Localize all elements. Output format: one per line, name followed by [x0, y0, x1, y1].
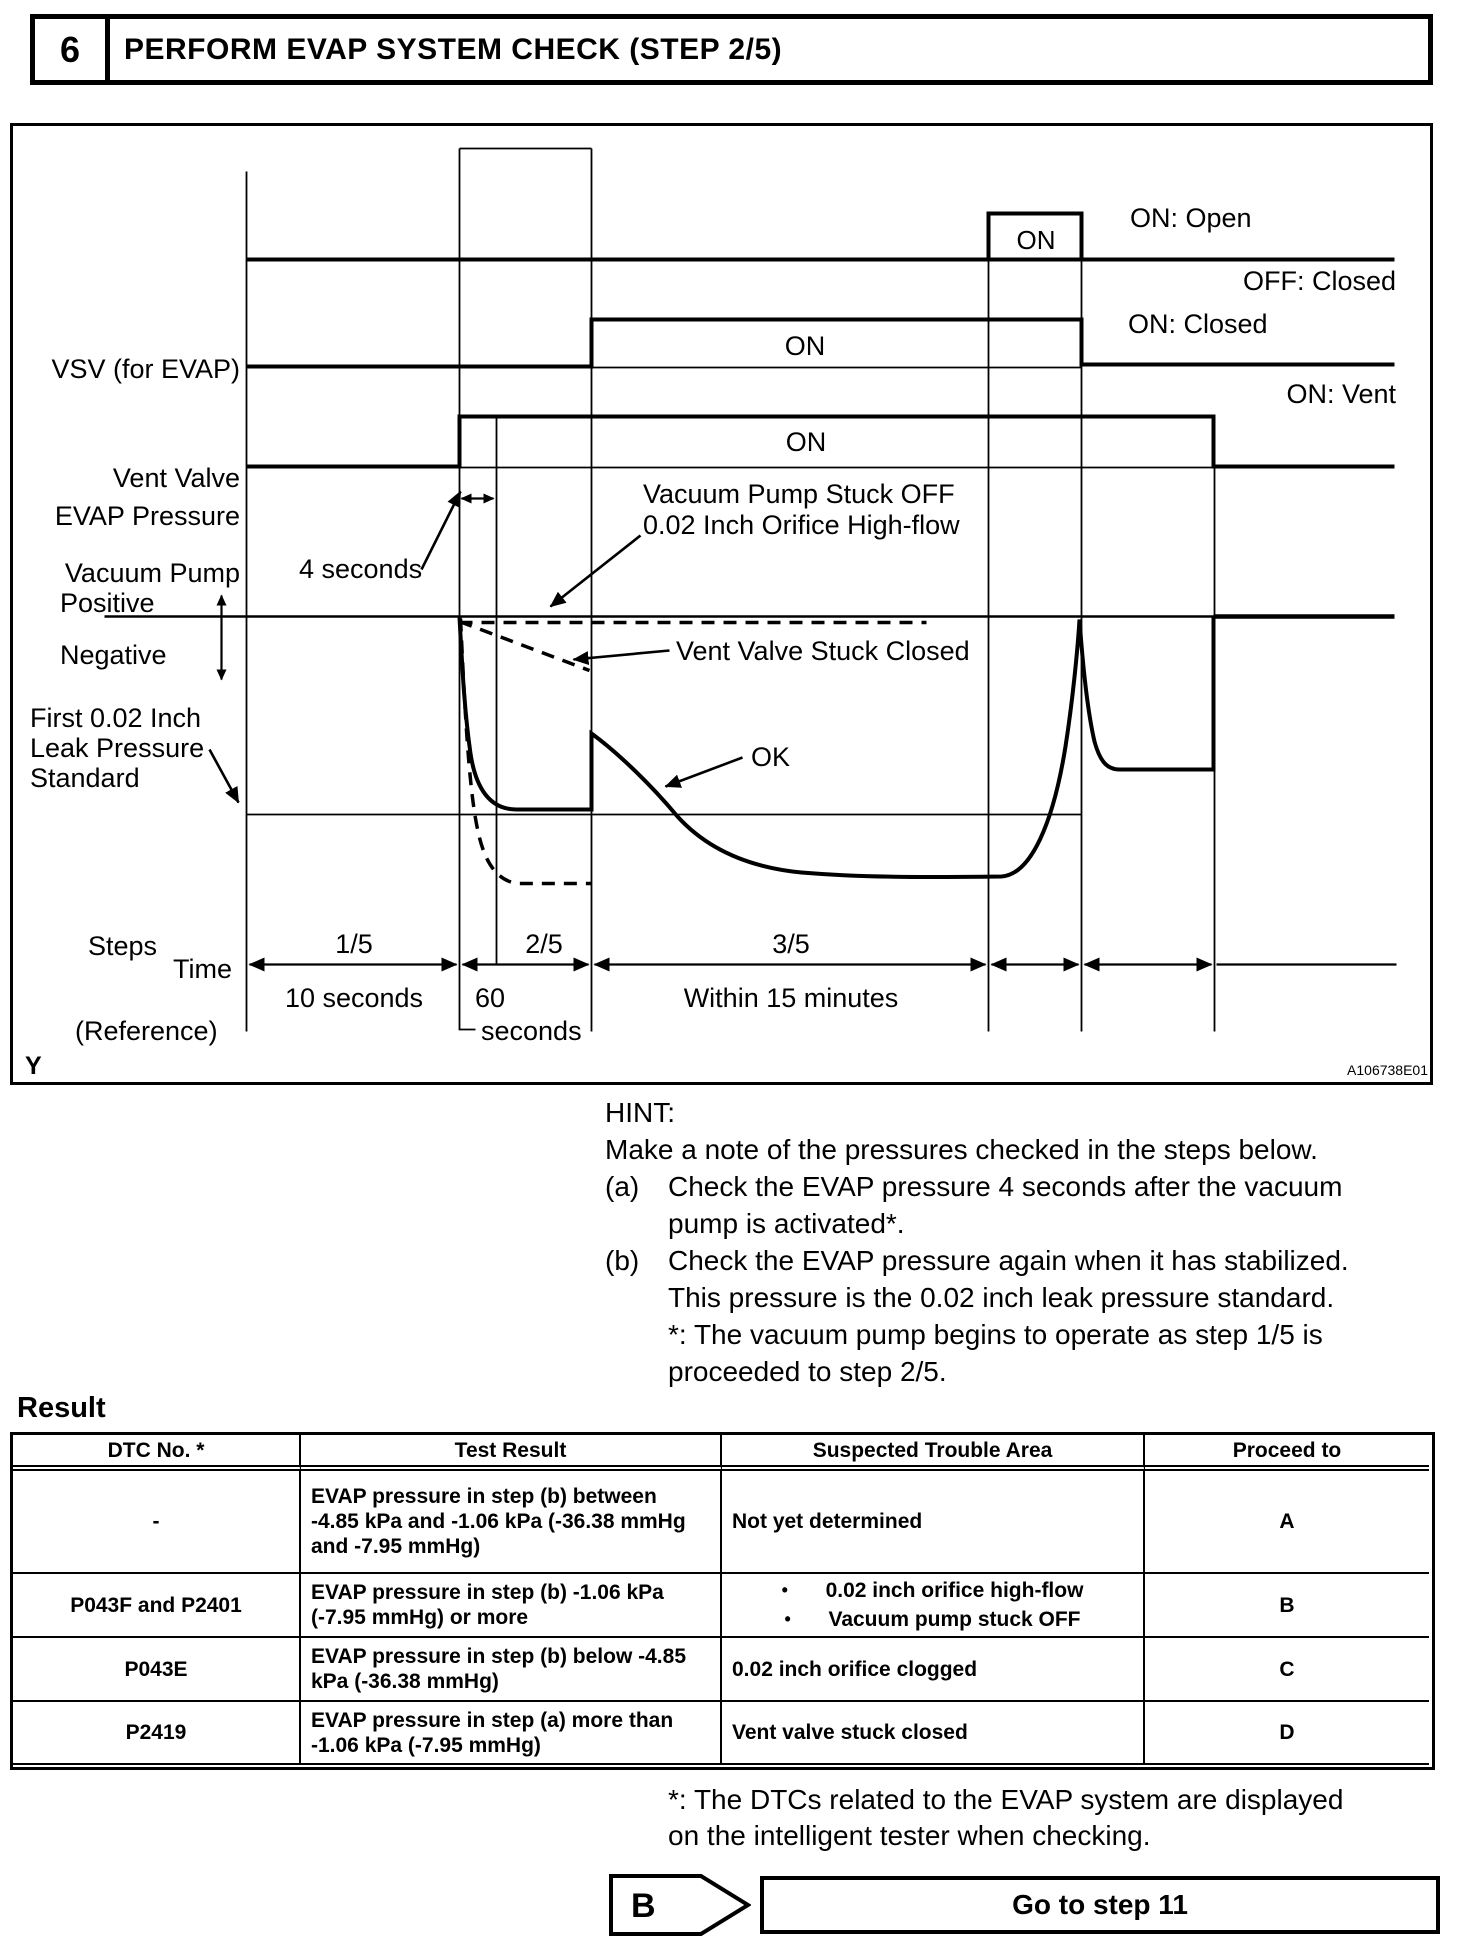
pump-on-marker: ON — [785, 427, 827, 457]
col-header-test-result: Test Result — [301, 1435, 722, 1471]
reference-lines — [245, 147, 1216, 1032]
vent-valve-label: Vent Valve — [112, 463, 240, 493]
row2-dtc: P043F and P2401 — [13, 1574, 301, 1638]
step-3-5-label: 3/5 — [772, 929, 810, 959]
ok-annotation: OK — [751, 742, 791, 772]
reference-label: (Reference) — [75, 1016, 218, 1046]
four-seconds-annotation: 4 seconds — [299, 554, 423, 584]
negative-label: Negative — [60, 640, 167, 670]
go-to-step-button[interactable]: Go to step 11 — [760, 1876, 1440, 1934]
vsv-label: VSV (for EVAP) — [51, 354, 240, 384]
deep-drop-curve — [458, 618, 592, 886]
col-header-suspected: Suspected Trouble Area — [722, 1435, 1145, 1471]
hint-intro: Make a note of the pressures checked in … — [605, 1134, 1318, 1165]
vacuum-pump-label: Vacuum Pump — [64, 558, 240, 588]
duration-60-label: 60 — [475, 983, 506, 1013]
row2-proceed: B — [1145, 1574, 1429, 1638]
timing-diagram-figure: VSV (for EVAP) Vent Valve Vacuum Pump EV… — [10, 123, 1433, 1085]
leader-arrows — [208, 490, 743, 804]
b-tag-letter: B — [631, 1887, 656, 1925]
duration-60-unit-label: seconds — [481, 1016, 582, 1046]
vent-stuck-annotation: Vent Valve Stuck Closed — [676, 636, 970, 666]
vent-valve-signal — [246, 317, 1395, 369]
row1-proceed: A — [1145, 1471, 1429, 1574]
step-1-5-label: 1/5 — [335, 929, 373, 959]
hint-title: HINT: — [605, 1097, 675, 1128]
step-2-5-label: 2/5 — [525, 929, 563, 959]
step-number: 6 — [35, 19, 110, 80]
result-b-tag: B — [609, 1874, 752, 1936]
timing-diagram-svg — [104, 147, 1397, 1032]
vsv-on-marker: ON — [1016, 225, 1056, 255]
row3-proceed: C — [1145, 1638, 1429, 1702]
result-title: Result — [17, 1392, 106, 1424]
hint-item-b-cont: This pressure is the 0.02 inch leak pres… — [668, 1282, 1335, 1313]
hint-item-a-cont: pump is activated*. — [668, 1208, 905, 1239]
dimension-arrows — [216, 493, 1397, 972]
evap-pressure-curve — [457, 617, 1216, 880]
legend-pump-on: ON: Vent — [1286, 379, 1396, 409]
figure-corner-mark: Y — [25, 1052, 42, 1080]
vacuum-pump-signal — [246, 414, 1395, 469]
hint-item-b-cont3: proceeded to step 2/5. — [668, 1356, 947, 1387]
row2-suspected-item1: • 0.02 inch orifice high-flow — [782, 1576, 1084, 1605]
steps-label: Steps — [88, 931, 158, 961]
row4-proceed: D — [1145, 1702, 1429, 1765]
step-title: PERFORM EVAP SYSTEM CHECK (STEP 2/5) — [124, 32, 783, 66]
row1-suspected: Not yet determined — [722, 1471, 1145, 1574]
duration-10s-label: 10 seconds — [284, 983, 424, 1013]
row1-dtc: - — [13, 1471, 301, 1574]
hint-item-a-marker: (a) — [605, 1171, 640, 1202]
col-header-dtc: DTC No. * — [13, 1435, 301, 1471]
figure-code: A106738E01 — [1347, 1062, 1428, 1078]
row2-suspected: • 0.02 inch orifice high-flow • Vacuum p… — [722, 1574, 1145, 1638]
hint-item-b-cont2: *: The vacuum pump begins to operate as … — [668, 1319, 1323, 1350]
hint-item-a: (a) Check the EVAP pressure 4 seconds af… — [605, 1170, 1342, 1207]
vent-stuck-closed-curve — [458, 619, 591, 673]
legend-vsv-on: ON: Open — [1130, 203, 1252, 233]
b-tag-arrow-shape — [609, 1874, 752, 1936]
pump-stuck-annotation: Vacuum Pump Stuck OFF 0.02 Inch Orifice … — [643, 479, 960, 540]
row3-suspected: 0.02 inch orifice clogged — [722, 1638, 1145, 1702]
evap-pressure-label: EVAP Pressure — [54, 501, 240, 531]
row2-test-result: EVAP pressure in step (b) -1.06 kPa (-7.… — [301, 1574, 722, 1638]
row4-test-result: EVAP pressure in step (a) more than -1.0… — [301, 1702, 722, 1765]
row4-suspected: Vent valve stuck closed — [722, 1702, 1145, 1765]
legend-vsv-off: OFF: Closed — [1242, 266, 1396, 296]
hint-block: HINT: Make a note of the pressures check… — [605, 1096, 1349, 1392]
legend-vent-on: ON: Closed — [1128, 309, 1268, 339]
row3-test-result: EVAP pressure in step (b) below -4.85 kP… — [301, 1638, 722, 1702]
col-header-proceed: Proceed to — [1145, 1435, 1429, 1471]
leak-standard-label: First 0.02 Inch Leak Pressure Standard — [30, 703, 205, 793]
hint-item-b-marker: (b) — [605, 1245, 640, 1276]
row1-test-result: EVAP pressure in step (b) between -4.85 … — [301, 1471, 722, 1574]
time-label: Time — [173, 954, 232, 984]
row3-dtc: P043E — [13, 1638, 301, 1702]
vent-on-marker: ON — [784, 331, 826, 361]
vsv-signal — [246, 211, 1395, 262]
hint-item-b: (b) Check the EVAP pressure again when i… — [605, 1244, 1349, 1281]
duration-15min-label: Within 15 minutes — [683, 983, 899, 1013]
row4-dtc: P2419 — [13, 1702, 301, 1765]
row2-suspected-item2: • Vacuum pump stuck OFF — [784, 1605, 1080, 1634]
dtc-footnote: *: The DTCs related to the EVAP system a… — [668, 1784, 1344, 1851]
bullet-icon: • — [781, 1580, 788, 1600]
fault-curves — [458, 618, 927, 886]
bullet-icon: • — [784, 1609, 791, 1629]
positive-label: Positive — [60, 588, 155, 618]
step-header: 6 PERFORM EVAP SYSTEM CHECK (STEP 2/5) — [30, 14, 1433, 85]
result-table: DTC No. * Test Result Suspected Trouble … — [10, 1432, 1435, 1770]
